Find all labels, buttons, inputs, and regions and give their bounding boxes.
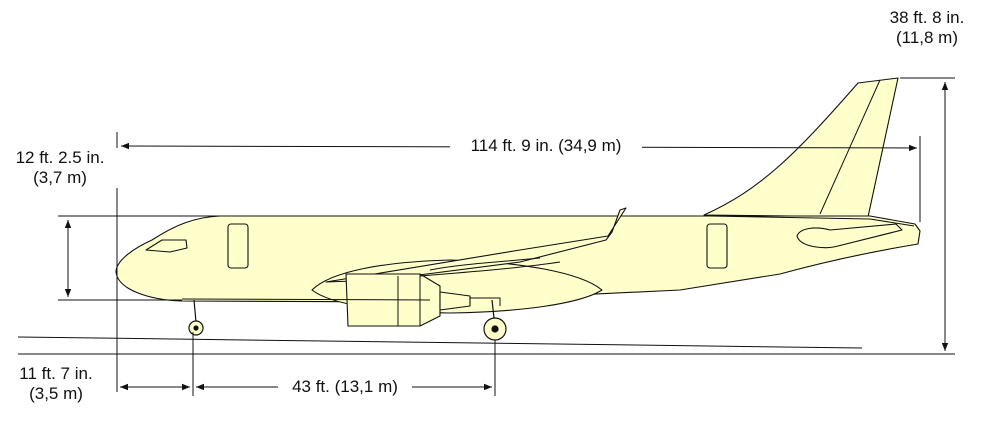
- overall-height-label: 38 ft. 8 in. (11,8 m): [872, 8, 982, 48]
- wing: [325, 207, 627, 283]
- wing-flap-line-1: [429, 257, 541, 271]
- wheelbase-text: 43 ft. (13,1 m): [292, 377, 398, 396]
- horizontal-stabilizer: [796, 223, 903, 249]
- overall-height-metric: (11,8 m): [895, 28, 959, 47]
- nose-gear-strut: [193, 299, 197, 323]
- wing-flap-line-2: [419, 261, 561, 277]
- tilted-reference-line: [17, 336, 863, 349]
- rear-door: [706, 223, 728, 269]
- engine-intake-line: [397, 274, 421, 326]
- cabin-height-metric: (3,7 m): [33, 168, 87, 187]
- overall-length-label: 114 ft. 9 in. (34,9 m): [450, 136, 642, 156]
- nose-gear-offset-metric: (3,5 m): [29, 384, 83, 403]
- cabin-height-label: 12 ft. 2.5 in. (3,7 m): [2, 148, 118, 188]
- front-door: [227, 223, 249, 269]
- nose-gear-hub: [193, 325, 199, 331]
- tail-fillet-line: [709, 215, 915, 227]
- cockpit-window: [145, 239, 188, 253]
- main-gear-hub: [491, 325, 499, 333]
- cabin-floor-line: [181, 298, 431, 301]
- main-gear-strut: [491, 299, 495, 319]
- nose-gear-offset-label: 11 ft. 7 in. (3,5 m): [4, 364, 108, 404]
- overall-height-imperial: 38 ft. 8 in.: [889, 8, 965, 27]
- gear-door-line: [470, 297, 501, 306]
- wheelbase-label: 43 ft. (13,1 m): [278, 377, 412, 397]
- nose-gear-offset-imperial: 11 ft. 7 in.: [19, 364, 93, 383]
- engine-pylon: [439, 291, 471, 311]
- cabin-height-imperial: 12 ft. 2.5 in.: [15, 148, 105, 167]
- overall-length-text: 114 ft. 9 in. (34,9 m): [470, 136, 622, 155]
